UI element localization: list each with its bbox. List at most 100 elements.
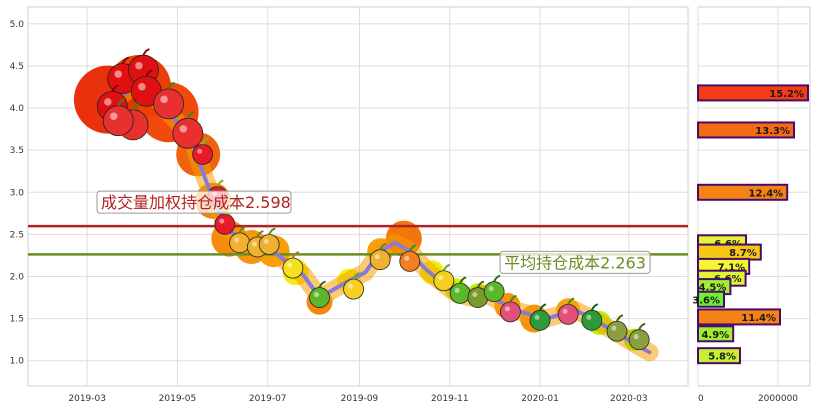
berry-marker [192, 143, 214, 165]
pea-stem [493, 274, 501, 283]
side-bar [697, 121, 795, 139]
y-tick-label: 5.0 [10, 20, 25, 30]
y-tick-label: 1.5 [10, 315, 24, 325]
pine-stem [256, 230, 264, 238]
apple-stem [142, 48, 150, 56]
x-tick-label: 2019-03 [68, 394, 106, 404]
pea-stem [459, 276, 467, 284]
side-bar-label: 8.7% [729, 248, 757, 259]
melon-stem [186, 111, 195, 119]
pear-stem [616, 314, 624, 322]
radish-stem [567, 297, 575, 305]
melon-stem [117, 98, 125, 107]
melon-stem [132, 102, 140, 111]
berry-highlight [219, 218, 225, 224]
pea-marker [449, 282, 471, 304]
side-bar [697, 308, 781, 326]
corn-highlight [348, 283, 354, 289]
pear-highlight [611, 325, 617, 331]
pine-highlight [374, 254, 380, 260]
apple-highlight [135, 61, 143, 70]
melon2-marker [581, 309, 603, 331]
melon-marker [172, 117, 204, 149]
pine-marker [229, 232, 251, 254]
berry-stem [201, 137, 209, 145]
pine-highlight [263, 239, 269, 245]
melon-highlight [160, 95, 168, 104]
y-tick-label: 1.0 [10, 357, 25, 367]
side-x-tick-label: 0 [698, 394, 704, 404]
side-bar-label: 15.2% [769, 89, 804, 100]
side-bar-label: 7.1% [717, 262, 745, 273]
side-bar [697, 347, 741, 365]
melon2-marker [529, 309, 551, 331]
corn-highlight [438, 275, 444, 281]
melon2-stem [590, 303, 599, 311]
average-cost-label: 平均持仓成本2.263 [504, 253, 646, 272]
carrot-marker [399, 250, 421, 272]
apple-stem [121, 56, 130, 64]
pea-stem [318, 280, 326, 288]
y-tick-label: 3.0 [10, 188, 25, 198]
apple-highlight [138, 82, 146, 91]
carrot-highlight [404, 255, 410, 261]
side-bar-label: 11.4% [741, 313, 776, 324]
side-bar [697, 84, 809, 102]
side-bar-label: 3.6% [692, 295, 720, 306]
cost-annotations: 成交量加权持仓成本2.598 平均持仓成本2.263 [96, 190, 651, 274]
y-tick-label: 2.5 [10, 230, 24, 240]
corn-stem [352, 272, 360, 280]
berry-stem [216, 179, 224, 187]
pear-marker [628, 329, 650, 351]
vwap-cost-label: 成交量加权持仓成本2.598 [101, 193, 291, 212]
y-tick-label: 2.0 [10, 273, 25, 283]
radish-stem [509, 294, 517, 303]
x-tick-label: 2019-05 [159, 394, 197, 404]
kiwi-highlight [472, 292, 478, 298]
pine-marker [369, 249, 391, 271]
side-bar-label: 4.5% [699, 283, 727, 294]
side-distribution-bars: 15.2%13.3%12.4%6.6%8.7%7.1%6.6%4.5%3.6%1… [692, 84, 809, 365]
x-axis-ticks: 2019-03 2019-05 2019-07 2019-09 2019-11 2020-… [68, 394, 647, 404]
corn-marker [433, 270, 455, 292]
vwap-cost-label-box [96, 190, 292, 214]
pine-highlight [251, 241, 257, 247]
melon-stem [167, 81, 175, 90]
banana-marker [282, 257, 304, 279]
pear-stem [638, 322, 646, 331]
pine-stem [379, 242, 387, 251]
pea-marker [309, 287, 330, 308]
apple-stem [111, 84, 119, 92]
side-x-axis-ticks: 0 2000000 [698, 394, 798, 404]
side-x-tick-label: 2000000 [758, 394, 798, 404]
pine-stem [268, 227, 276, 235]
berry-highlight [197, 148, 203, 154]
side-bar [697, 290, 725, 308]
banana-highlight [287, 262, 293, 268]
side-bar-label: 5.8% [708, 352, 736, 363]
side-bar-label: 4.9% [701, 330, 729, 341]
y-tick-label: 3.5 [10, 146, 24, 156]
berry-marker [214, 213, 236, 235]
x-tick-label: 2020-03 [610, 394, 648, 404]
melon-marker [102, 105, 134, 137]
pine-highlight [234, 237, 240, 243]
melon-highlight [179, 125, 188, 133]
melon2-highlight [586, 314, 592, 320]
x-tick-label: 2019-09 [341, 394, 379, 404]
carrot-stem [408, 244, 417, 252]
melon-marker [153, 88, 184, 120]
radish-highlight [504, 306, 510, 312]
apple-highlight [104, 98, 112, 106]
radish-marker [500, 301, 521, 323]
x-tick-label: 2019-07 [249, 394, 287, 404]
x-tick-label: 2019-11 [431, 394, 469, 404]
pea-marker [483, 281, 505, 303]
x-tick-label: 2020-01 [521, 394, 559, 404]
side-bar [697, 183, 789, 201]
average-cost-label-box [499, 250, 651, 274]
kiwi-stem [476, 280, 485, 288]
melon-highlight [110, 112, 118, 120]
y-tick-label: 4.5 [10, 62, 24, 72]
